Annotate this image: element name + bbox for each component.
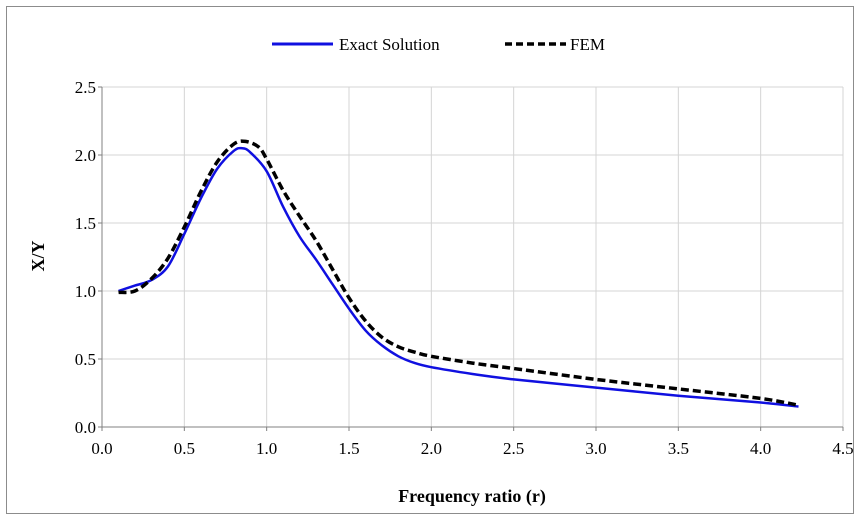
y-tick-label: 0.5 [75, 350, 96, 369]
legend: Exact Solution FEM [272, 35, 605, 54]
x-tick-label: 1.5 [338, 439, 359, 458]
tick-labels: 0.0 0.5 1.0 1.5 2.0 2.5 0.0 0.5 1.0 1.5 2.0 2.5 3.0 3… [75, 78, 854, 458]
series-line-fem [118, 139, 799, 407]
x-tick-label: 3.5 [668, 439, 689, 458]
y-axis-title: X/Y [28, 241, 48, 272]
y-tick-label: 2.0 [75, 146, 96, 165]
x-tick-label: 3.0 [585, 439, 606, 458]
axes [98, 86, 844, 431]
legend-label-exact-solution: Exact Solution [339, 35, 440, 54]
y-tick-label: 2.5 [75, 78, 96, 97]
x-tick-label: 0.5 [174, 439, 195, 458]
grid-lines [102, 86, 844, 427]
y-tick-label: 1.5 [75, 214, 96, 233]
y-tick-label: 0.0 [75, 418, 96, 437]
x-tick-label: 4.5 [832, 439, 853, 458]
legend-label-fem: FEM [570, 35, 605, 54]
x-tick-label: 2.0 [421, 439, 442, 458]
y-tick-label: 1.0 [75, 282, 96, 301]
x-tick-label: 2.5 [503, 439, 524, 458]
x-axis-title: Frequency ratio (r) [398, 486, 546, 507]
series-line-exact-solution [118, 146, 799, 408]
x-tick-label: 1.0 [256, 439, 277, 458]
x-tick-label: 0.0 [91, 439, 112, 458]
x-tick-label: 4.0 [750, 439, 771, 458]
chart-frame [6, 6, 854, 514]
series-lines [118, 139, 799, 408]
